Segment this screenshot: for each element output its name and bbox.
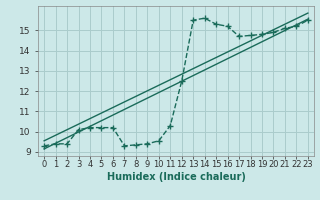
X-axis label: Humidex (Indice chaleur): Humidex (Indice chaleur) bbox=[107, 172, 245, 182]
